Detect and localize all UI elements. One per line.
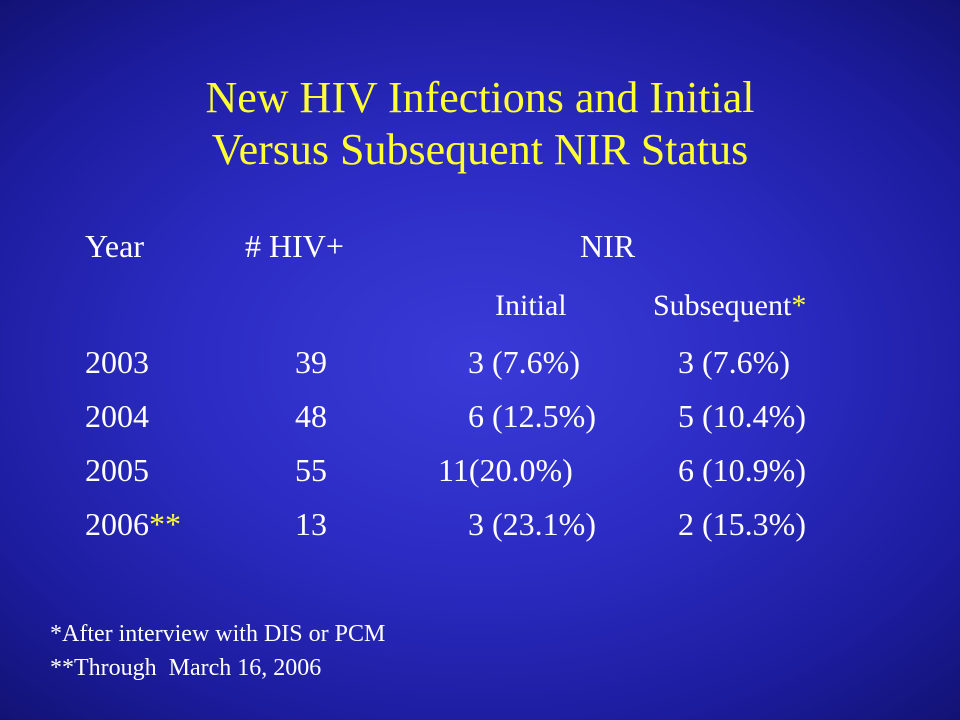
table-row: 2004 48 6 (12.5%) 5 (10.4%) bbox=[0, 396, 960, 436]
row-year: 2005 bbox=[85, 452, 149, 488]
subheader-initial: Initial bbox=[495, 289, 567, 322]
table-row: 2006** 13 3 (23.1%) 2 (15.3%) bbox=[0, 504, 960, 544]
row-year-cell: 2006** bbox=[85, 504, 181, 544]
footnotes: *After interview with DIS or PCM **Throu… bbox=[50, 617, 385, 685]
header-nir: NIR bbox=[580, 228, 636, 264]
subheader-subsequent-asterisk: * bbox=[791, 289, 807, 322]
table-row: 2005 55 11(20.0%) 6 (10.9%) bbox=[0, 450, 960, 490]
row-nir-subsequent: 2 (15.3%) bbox=[678, 506, 806, 542]
title-line-1: New HIV Infections and Initial bbox=[205, 73, 755, 122]
row-hiv-count: 13 bbox=[295, 506, 327, 542]
footnote-2: **Through March 16, 2006 bbox=[50, 655, 322, 681]
title-line-2: Versus Subsequent NIR Status bbox=[211, 125, 749, 174]
footnote-1: *After interview with DIS or PCM bbox=[50, 621, 386, 647]
row-nir-initial: 11(20.0%) bbox=[438, 452, 573, 488]
row-year: 2003 bbox=[85, 344, 149, 380]
row-hiv-count: 48 bbox=[295, 398, 327, 434]
row-hiv-count: 39 bbox=[295, 344, 327, 380]
row-year: 2006 bbox=[85, 506, 149, 542]
row-nir-initial: 3 (23.1%) bbox=[468, 506, 596, 542]
row-year-asterisks: ** bbox=[149, 506, 181, 542]
row-nir-subsequent: 5 (10.4%) bbox=[678, 398, 806, 434]
row-hiv-count: 55 bbox=[295, 452, 327, 488]
row-year: 2004 bbox=[85, 398, 149, 434]
header-hiv-positive: # HIV+ bbox=[245, 228, 344, 264]
table-subheader-row: Initial Subsequent* bbox=[0, 286, 960, 326]
subheader-subsequent: Subsequent* bbox=[653, 286, 806, 326]
row-nir-initial: 3 (7.6%) bbox=[468, 344, 580, 380]
row-nir-subsequent: 3 (7.6%) bbox=[678, 344, 790, 380]
row-nir-initial: 6 (12.5%) bbox=[468, 398, 596, 434]
table-row: 2003 39 3 (7.6%) 3 (7.6%) bbox=[0, 342, 960, 382]
subheader-subsequent-label: Subsequent bbox=[653, 289, 792, 322]
slide-title: New HIV Infections and Initial Versus Su… bbox=[0, 72, 960, 176]
header-year: Year bbox=[85, 228, 144, 264]
row-nir-subsequent: 6 (10.9%) bbox=[678, 452, 806, 488]
table-header-row: Year # HIV+ NIR bbox=[0, 226, 960, 266]
